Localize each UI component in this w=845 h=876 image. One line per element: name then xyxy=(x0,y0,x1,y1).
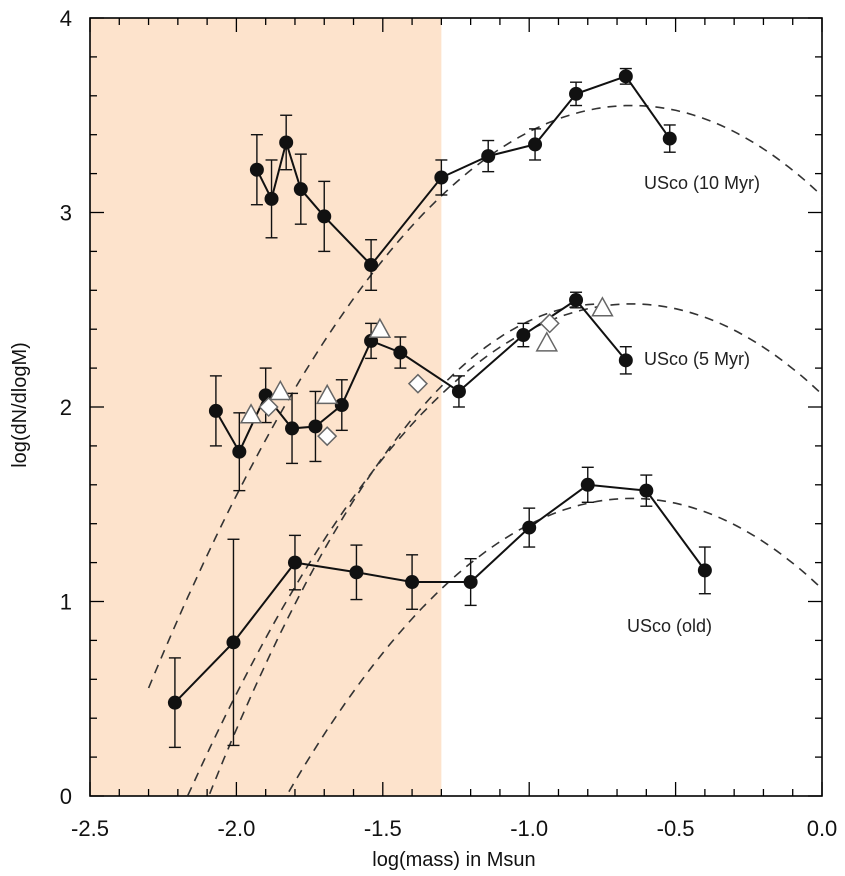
data-point xyxy=(208,403,223,418)
data-point xyxy=(317,209,332,224)
series-4 xyxy=(258,313,560,447)
data-point xyxy=(232,444,247,459)
diamond-point xyxy=(258,396,279,418)
data-point xyxy=(451,384,466,399)
x-tick-label: -2.5 xyxy=(71,816,109,841)
data-point xyxy=(293,182,308,197)
data-point xyxy=(569,86,584,101)
series-3 xyxy=(239,296,614,424)
y-tick-label: 1 xyxy=(60,590,72,615)
data-point xyxy=(287,555,302,570)
diamond-point xyxy=(539,313,560,334)
data-point xyxy=(308,419,323,434)
y-tick-label: 0 xyxy=(60,784,72,809)
series-1 xyxy=(208,291,633,492)
series-line xyxy=(256,75,671,267)
data-point xyxy=(618,353,633,368)
data-series xyxy=(167,67,712,749)
series-0 xyxy=(249,67,677,291)
data-point xyxy=(580,477,595,492)
model-curve-2 xyxy=(288,497,823,793)
series-label-old: USco (old) xyxy=(627,616,712,636)
series-label-10myr: USco (10 Myr) xyxy=(644,173,760,193)
tick-labels: -2.5 -2.0 -1.5 -1.0 -0.5 0.0 0 1 2 3 4 xyxy=(60,6,838,841)
data-point xyxy=(285,421,300,436)
data-point xyxy=(393,345,408,360)
triangle-point xyxy=(368,317,392,338)
data-point xyxy=(697,563,712,578)
data-point xyxy=(264,191,279,206)
x-tick-label: -2.0 xyxy=(217,816,255,841)
x-tick-label: -1.5 xyxy=(364,816,402,841)
series-2 xyxy=(167,466,712,749)
model-curve-0 xyxy=(147,104,823,689)
data-point xyxy=(279,135,294,150)
x-tick-label: 0.0 xyxy=(807,816,838,841)
triangle-point xyxy=(239,403,263,424)
model-curve-3 xyxy=(208,303,603,795)
diamond-point xyxy=(317,426,338,447)
diamond-point xyxy=(407,373,428,394)
data-point xyxy=(463,575,478,590)
series-line xyxy=(174,483,706,704)
data-point xyxy=(516,328,531,343)
data-point xyxy=(618,69,633,84)
data-point xyxy=(405,575,420,590)
x-tick-label: -0.5 xyxy=(657,816,695,841)
x-tick-label: -1.0 xyxy=(510,816,548,841)
data-point xyxy=(481,149,496,164)
axis-ticks xyxy=(89,17,823,797)
data-point xyxy=(364,258,379,273)
triangle-point xyxy=(535,331,559,352)
data-point xyxy=(226,635,241,650)
triangle-point xyxy=(269,379,292,401)
y-tick-label: 2 xyxy=(60,395,72,420)
data-point xyxy=(569,293,584,308)
data-point xyxy=(528,137,543,152)
triangle-point xyxy=(315,383,339,405)
y-axis-title: log(dN/dlogM) xyxy=(9,342,31,468)
x-axis-title: log(mass) in Msun xyxy=(372,849,535,871)
series-label-5myr: USco (5 Myr) xyxy=(644,349,750,369)
data-point xyxy=(167,695,182,710)
data-point xyxy=(249,162,264,177)
data-point xyxy=(434,170,449,185)
data-point xyxy=(349,565,364,580)
data-point xyxy=(334,398,349,413)
data-point xyxy=(522,520,537,535)
y-tick-label: 4 xyxy=(60,6,72,31)
y-tick-label: 3 xyxy=(60,201,72,226)
triangle-point xyxy=(591,296,614,317)
data-point xyxy=(639,483,654,498)
data-point xyxy=(662,131,677,146)
